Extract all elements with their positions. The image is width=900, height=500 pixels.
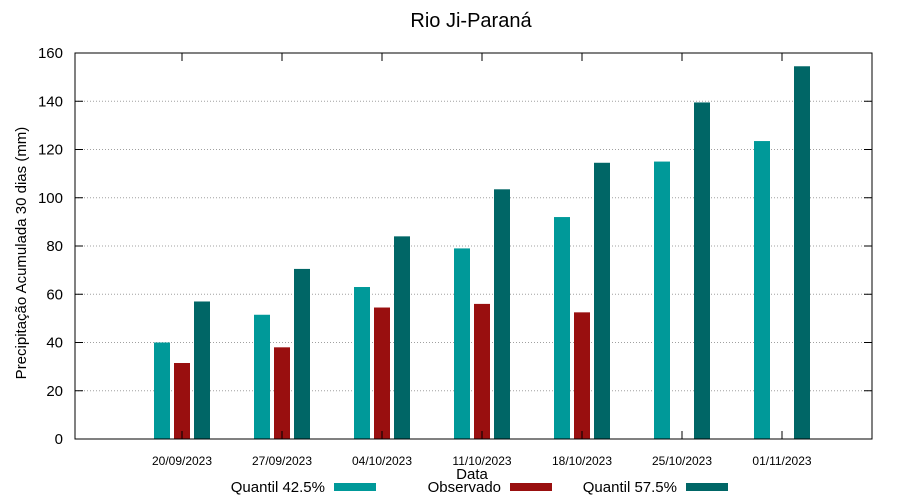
bar-quantil-42-5--2 (354, 287, 370, 439)
x-ticks: 20/09/2023 27/09/2023 04/10/2023 11/10/2023… (152, 53, 812, 468)
y-tick-label: 40 (46, 335, 63, 352)
x-tick-label: 27/09/2023 (252, 454, 312, 468)
bar-quantil-42-5--6 (754, 141, 770, 439)
y-tick-label: 80 (46, 238, 63, 255)
x-tick-label: 04/10/2023 (352, 454, 412, 468)
bar-quantil-57-5--2 (394, 236, 410, 439)
bar-quantil-57-5--5 (694, 102, 710, 440)
legend-swatch-0 (334, 483, 376, 491)
y-tick-label: 60 (46, 286, 63, 303)
y-ticks: 0 20 40 60 80 100 120 140 160 (38, 45, 872, 448)
bar-quantil-57-5--0 (194, 301, 210, 439)
y-tick-label: 0 (55, 431, 63, 448)
bar-observado-3 (474, 303, 490, 439)
bar-quantil-57-5--4 (594, 162, 610, 440)
x-tick-label: 11/10/2023 (452, 454, 511, 468)
y-tick-label: 140 (38, 93, 63, 110)
legend-label-2: Quantil 57.5% (583, 479, 677, 496)
bar-observado-4 (574, 312, 590, 439)
legend-swatch-2 (686, 483, 728, 491)
x-tick-label: 01/11/2023 (752, 454, 811, 468)
bar-quantil-42-5--4 (554, 217, 570, 439)
bar-observado-0 (174, 363, 190, 439)
x-tick-label: 18/10/2023 (552, 454, 612, 468)
legend-label-1: Observado (428, 479, 501, 496)
bar-quantil-57-5--6 (794, 66, 810, 440)
y-tick-label: 100 (38, 190, 63, 207)
y-tick-label: 20 (46, 383, 63, 400)
legend-swatch-1 (510, 483, 552, 491)
legend-label-0: Quantil 42.5% (231, 479, 325, 496)
legend: Quantil 42.5% Observado Quantil 57.5% (231, 479, 728, 496)
bar-quantil-57-5--1 (294, 268, 310, 439)
bar-quantil-42-5--3 (454, 248, 470, 439)
bar-observado-2 (374, 307, 390, 439)
bar-quantil-42-5--5 (654, 161, 670, 439)
bar-quantil-42-5--0 (154, 342, 170, 439)
y-tick-label: 160 (38, 45, 63, 62)
y-axis-label: Precipitação Acumulada 30 dias (mm) (13, 127, 30, 380)
x-tick-label: 25/10/2023 (652, 454, 712, 468)
x-tick-label: 20/09/2023 (152, 454, 212, 468)
bar-quantil-57-5--3 (494, 189, 510, 439)
bar-observado-1 (274, 347, 290, 439)
bars (154, 66, 810, 440)
chart-title: Rio Ji-Paraná (410, 10, 532, 32)
y-tick-label: 120 (38, 142, 63, 159)
x-axis-label: Data (456, 466, 488, 483)
bar-quantil-42-5--1 (254, 314, 270, 439)
